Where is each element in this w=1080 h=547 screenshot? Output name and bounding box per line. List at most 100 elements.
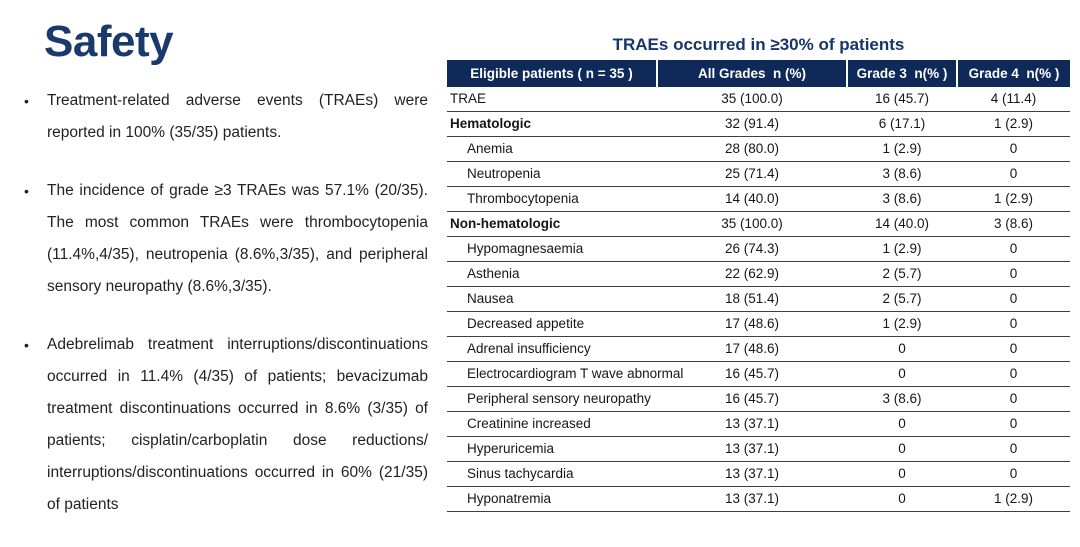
table-row: Anemia 28 (80.0) 1 (2.9) 0 [447, 136, 1070, 162]
left-panel: Safety • Treatment-related adverse event… [24, 14, 428, 547]
bullet-text: Treatment-related adverse events (TRAEs)… [47, 92, 428, 141]
table-row: Hyperuricemia 13 (37.1) 0 0 [447, 436, 1070, 462]
grade3-cell: 0 [847, 361, 957, 387]
grade3-cell: 1 (2.9) [847, 236, 957, 262]
row-label-cell: Non-hematologic [447, 211, 657, 237]
table-row: Nausea 18 (51.4) 2 (5.7) 0 [447, 286, 1070, 312]
grade4-cell: 3 (8.6) [957, 211, 1070, 237]
row-label-cell: Sinus tachycardia [447, 461, 657, 487]
grade4-cell: 4 (11.4) [957, 87, 1070, 112]
table-row: Decreased appetite 17 (48.6) 1 (2.9) 0 [447, 311, 1070, 337]
grade3-cell: 14 (40.0) [847, 211, 957, 237]
table-row: Thrombocytopenia 14 (40.0) 3 (8.6) 1 (2.9) [447, 186, 1070, 212]
grade3-cell: 2 (5.7) [847, 286, 957, 312]
table-row: Creatinine increased 13 (37.1) 0 0 [447, 411, 1070, 437]
grade4-cell: 0 [957, 461, 1070, 487]
column-header-all-grades: All Grades n (%) [656, 60, 847, 87]
grade3-cell: 3 (8.6) [847, 161, 957, 187]
grade3-cell: 0 [847, 436, 957, 462]
all-grades-cell: 26 (74.3) [657, 236, 847, 262]
grade4-cell: 0 [957, 286, 1070, 312]
table-row: Sinus tachycardia 13 (37.1) 0 0 [447, 461, 1070, 487]
table-row: TRAE 35 (100.0) 16 (45.7) 4 (11.4) [447, 87, 1070, 112]
column-header-grade-4: Grade 4 n(% ) [956, 60, 1070, 87]
grade4-cell: 0 [957, 261, 1070, 287]
row-label-cell: Asthenia [447, 261, 657, 287]
all-grades-cell: 16 (45.7) [657, 361, 847, 387]
grade4-cell: 0 [957, 161, 1070, 187]
grade3-cell: 3 (8.6) [847, 186, 957, 212]
column-header-grade-3: Grade 3 n(% ) [846, 60, 957, 87]
row-label-cell: Hypomagnesaemia [447, 236, 657, 262]
all-grades-cell: 32 (91.4) [657, 111, 847, 137]
all-grades-cell: 22 (62.9) [657, 261, 847, 287]
grade3-cell: 0 [847, 486, 957, 512]
table-row: Hematologic 32 (91.4) 6 (17.1) 1 (2.9) [447, 111, 1070, 137]
traes-table: Eligible patients ( n = 35 ) All Grades … [447, 60, 1070, 512]
grade3-cell: 0 [847, 411, 957, 437]
bullet-list: • Treatment-related adverse events (TRAE… [24, 85, 428, 521]
table-row: Neutropenia 25 (71.4) 3 (8.6) 0 [447, 161, 1070, 187]
grade4-cell: 1 (2.9) [957, 111, 1070, 137]
table-row: Peripheral sensory neuropathy 16 (45.7) 3 … [447, 386, 1070, 412]
bullet-text: The incidence of grade ≥3 TRAEs was 57.1… [47, 182, 428, 295]
table-row: Asthenia 22 (62.9) 2 (5.7) 0 [447, 261, 1070, 287]
grade3-cell: 16 (45.7) [847, 87, 957, 112]
all-grades-cell: 35 (100.0) [657, 211, 847, 237]
row-label-cell: Creatinine increased [447, 411, 657, 437]
grade3-cell: 0 [847, 461, 957, 487]
all-grades-cell: 13 (37.1) [657, 411, 847, 437]
page-title: Safety [44, 17, 174, 66]
grade4-cell: 1 (2.9) [957, 186, 1070, 212]
bullet-marker: • [24, 183, 29, 199]
table-header-row: Eligible patients ( n = 35 ) All Grades … [447, 60, 1070, 87]
table-row: Adrenal insufficiency 17 (48.6) 0 0 [447, 336, 1070, 362]
grade3-cell: 1 (2.9) [847, 311, 957, 337]
table-body: TRAE 35 (100.0) 16 (45.7) 4 (11.4) Hematolog… [447, 87, 1070, 512]
row-label-cell: Decreased appetite [447, 311, 657, 337]
bullet-item: • Adebrelimab treatment interruptions/di… [24, 329, 428, 521]
row-label-cell: Hematologic [447, 111, 657, 137]
row-label-cell: Hyponatremia [447, 486, 657, 512]
all-grades-cell: 13 (37.1) [657, 436, 847, 462]
all-grades-cell: 17 (48.6) [657, 336, 847, 362]
grade4-cell: 0 [957, 236, 1070, 262]
grade4-cell: 1 (2.9) [957, 486, 1070, 512]
grade4-cell: 0 [957, 361, 1070, 387]
all-grades-cell: 18 (51.4) [657, 286, 847, 312]
table-row: Electrocardiogram T wave abnormal 16 (45.… [447, 361, 1070, 387]
bullet-marker: • [24, 93, 29, 109]
table-row: Hypomagnesaemia 26 (74.3) 1 (2.9) 0 [447, 236, 1070, 262]
grade3-cell: 1 (2.9) [847, 136, 957, 162]
all-grades-cell: 28 (80.0) [657, 136, 847, 162]
table-row: Hyponatremia 13 (37.1) 0 1 (2.9) [447, 486, 1070, 512]
row-label-cell: Anemia [447, 136, 657, 162]
all-grades-cell: 25 (71.4) [657, 161, 847, 187]
row-label-cell: Neutropenia [447, 161, 657, 187]
slide: Safety • Treatment-related adverse event… [24, 17, 1070, 513]
grade3-cell: 0 [847, 336, 957, 362]
row-label-cell: Nausea [447, 286, 657, 312]
column-header-eligible-patients: Eligible patients ( n = 35 ) [447, 60, 657, 87]
grade4-cell: 0 [957, 136, 1070, 162]
bullet-marker: • [24, 337, 29, 353]
all-grades-cell: 35 (100.0) [657, 87, 847, 112]
all-grades-cell: 17 (48.6) [657, 311, 847, 337]
row-label-cell: Thrombocytopenia [447, 186, 657, 212]
bullet-item: • The incidence of grade ≥3 TRAEs was 57… [24, 175, 428, 303]
grade3-cell: 2 (5.7) [847, 261, 957, 287]
grade4-cell: 0 [957, 336, 1070, 362]
grade4-cell: 0 [957, 386, 1070, 412]
row-label-cell: Electrocardiogram T wave abnormal [447, 361, 683, 387]
row-label-cell: Adrenal insufficiency [447, 336, 657, 362]
bullet-item: • Treatment-related adverse events (TRAE… [24, 85, 428, 149]
row-label-cell: TRAE [447, 87, 657, 112]
table-panel: TRAEs occurred in ≥30% of patients Eligi… [447, 34, 1070, 512]
all-grades-cell: 13 (37.1) [657, 461, 847, 487]
all-grades-cell: 16 (45.7) [657, 386, 847, 412]
all-grades-cell: 13 (37.1) [657, 486, 847, 512]
grade3-cell: 3 (8.6) [847, 386, 957, 412]
row-label-cell: Peripheral sensory neuropathy [447, 386, 657, 412]
bullet-text: Adebrelimab treatment interruptions/disc… [47, 336, 428, 513]
grade3-cell: 6 (17.1) [847, 111, 957, 137]
